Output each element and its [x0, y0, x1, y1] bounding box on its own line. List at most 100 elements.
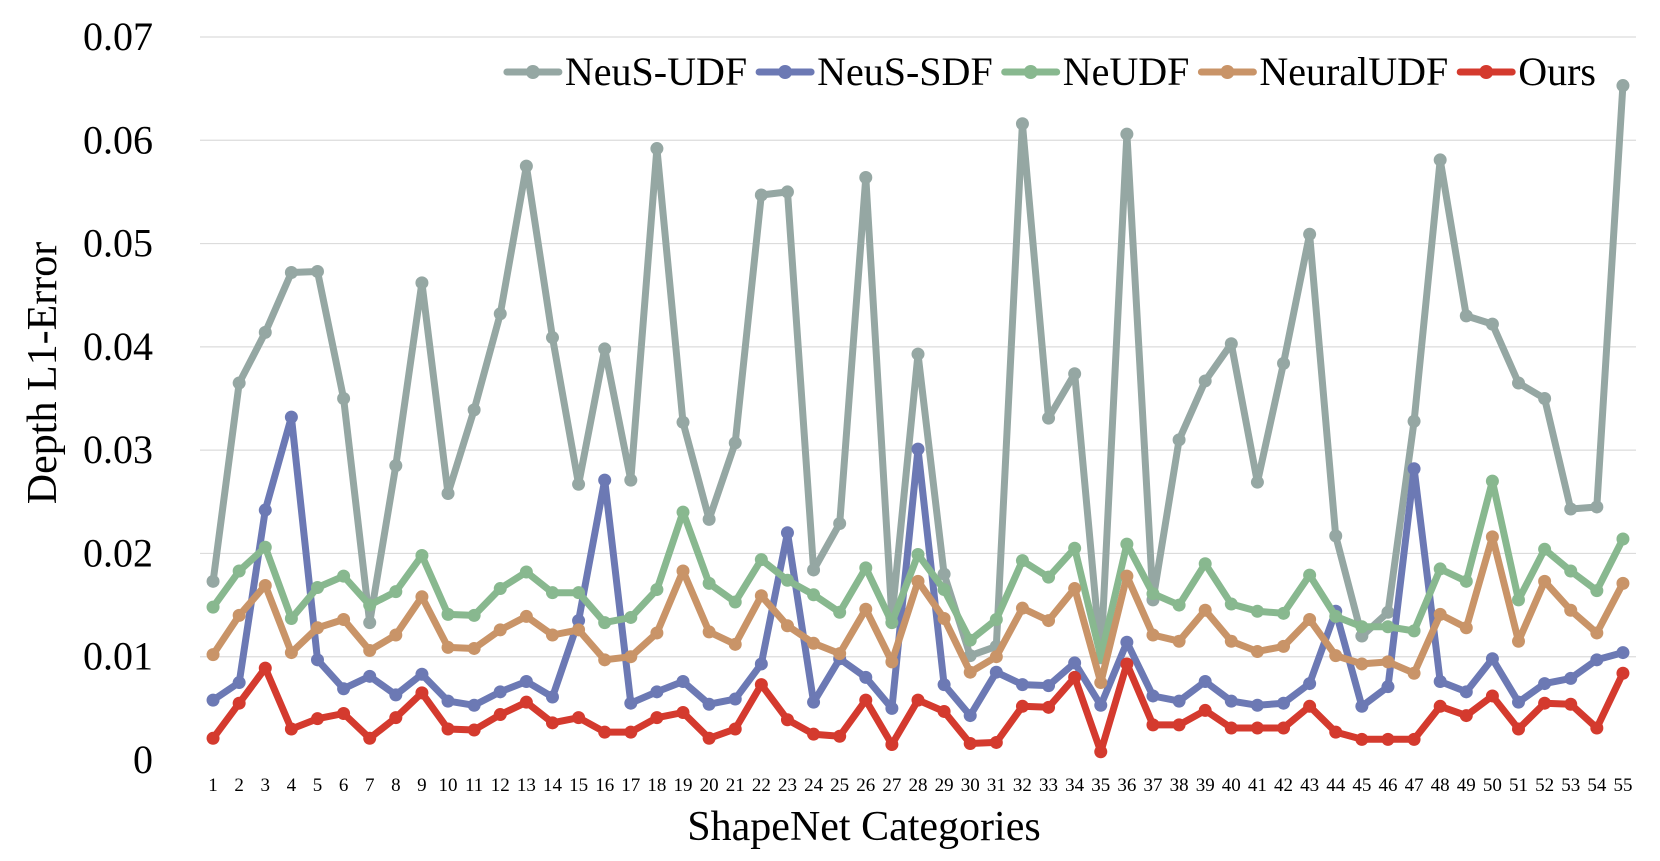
- data-point-neudf: [676, 505, 690, 519]
- data-point-neudf: [232, 564, 246, 578]
- data-point-ours: [441, 722, 455, 736]
- data-point-ours: [859, 693, 873, 707]
- data-point-neudf: [937, 583, 951, 597]
- data-point-neuraludf: [1485, 530, 1499, 544]
- x-tick-label: 42: [1274, 775, 1293, 796]
- data-point-neus-udf: [572, 477, 586, 491]
- series-ours: [206, 657, 1630, 759]
- data-point-neus-udf: [310, 264, 324, 278]
- y-axis-ticks: 0 0.01 0.02 0.03 0.04 0.05 0.06 0.07: [83, 14, 153, 782]
- x-tick-label: 51: [1509, 775, 1528, 796]
- data-point-ours: [1355, 732, 1369, 746]
- x-tick-label: 15: [569, 775, 588, 796]
- data-point-neus-udf: [1433, 153, 1447, 167]
- data-point-neuraludf: [519, 609, 533, 623]
- data-point-neudf: [989, 613, 1003, 627]
- data-point-neudf: [1146, 587, 1160, 601]
- data-point-neus-udf: [1172, 433, 1186, 447]
- data-point-ours: [1094, 745, 1108, 759]
- data-point-neuraludf: [1068, 582, 1082, 596]
- series-lines: [206, 79, 1630, 759]
- data-point-neus-udf: [441, 487, 455, 501]
- data-point-neuraludf: [754, 589, 768, 603]
- data-point-neuraludf: [937, 611, 951, 625]
- legend-swatch-marker: [1479, 65, 1494, 79]
- data-point-ours: [1459, 709, 1473, 723]
- data-point-neus-udf: [258, 325, 272, 339]
- data-point-ours: [1590, 721, 1604, 735]
- data-point-neus-udf: [728, 436, 742, 450]
- data-point-neuraludf: [1590, 626, 1604, 640]
- data-point-neus-sdf: [389, 688, 403, 702]
- data-point-ours: [676, 705, 690, 719]
- x-tick-label: 4: [287, 775, 297, 796]
- data-point-neudf: [1224, 597, 1238, 611]
- data-point-neuraludf: [1094, 676, 1108, 690]
- data-point-ours: [467, 723, 481, 737]
- data-point-neus-sdf: [963, 709, 977, 723]
- data-point-neuraludf: [1381, 655, 1395, 669]
- data-point-neudf: [441, 607, 455, 621]
- data-point-neudf: [258, 540, 272, 554]
- data-point-neuraludf: [1616, 576, 1630, 590]
- x-tick-label: 26: [856, 775, 875, 796]
- legend-swatch-marker: [1023, 65, 1038, 79]
- y-tick-label: 0.03: [83, 427, 153, 472]
- legend-item-neus-sdf: NeuS-SDF: [755, 49, 993, 94]
- data-point-neuraludf: [1355, 657, 1369, 671]
- x-tick-label: 46: [1378, 775, 1397, 796]
- data-point-neudf: [1459, 574, 1473, 588]
- data-point-neudf: [650, 583, 664, 597]
- data-point-neudf: [545, 586, 559, 600]
- data-point-neus-sdf: [728, 692, 742, 706]
- data-point-neus-udf: [1250, 475, 1264, 489]
- data-point-neus-sdf: [1172, 694, 1186, 708]
- data-point-ours: [493, 708, 507, 722]
- x-tick-label: 55: [1613, 775, 1632, 796]
- data-point-neus-udf: [1277, 356, 1291, 370]
- data-point-neudf: [1015, 554, 1029, 568]
- y-axis-title: Depth L1-Error: [20, 242, 66, 504]
- data-point-neus-sdf: [1355, 699, 1369, 713]
- data-point-neus-sdf: [702, 697, 716, 711]
- data-point-neus-udf: [519, 159, 533, 173]
- data-point-neus-udf: [1329, 529, 1343, 543]
- series-neus-udf: [206, 79, 1630, 665]
- x-tick-label: 43: [1300, 775, 1319, 796]
- data-point-neuraludf: [493, 623, 507, 637]
- legend-swatch-marker: [1220, 65, 1235, 79]
- x-tick-label: 48: [1431, 775, 1450, 796]
- data-point-neus-udf: [859, 170, 873, 184]
- data-point-ours: [885, 738, 899, 752]
- x-tick-label: 12: [491, 775, 510, 796]
- data-point-neus-sdf: [1015, 678, 1029, 692]
- data-point-neudf: [1120, 537, 1134, 551]
- data-point-neuraludf: [1433, 607, 1447, 621]
- data-point-neuraludf: [624, 650, 638, 664]
- x-tick-label: 6: [339, 775, 349, 796]
- x-tick-label: 20: [700, 775, 719, 796]
- data-point-neus-sdf: [1538, 677, 1552, 691]
- data-point-ours: [1512, 722, 1526, 736]
- series-line-neus-udf: [209, 82, 1627, 662]
- data-point-neuraludf: [833, 647, 847, 661]
- y-tick-label: 0.01: [83, 634, 153, 679]
- data-point-neuraludf: [1042, 614, 1056, 628]
- data-point-neus-udf: [937, 567, 951, 581]
- data-point-neuraludf: [232, 608, 246, 622]
- data-point-ours: [337, 707, 351, 721]
- x-tick-label: 24: [804, 775, 824, 796]
- data-point-neus-sdf: [754, 657, 768, 671]
- data-point-ours: [780, 713, 794, 727]
- data-point-neuraludf: [258, 578, 272, 592]
- data-point-neudf: [1355, 620, 1369, 634]
- legend-label: Ours: [1518, 49, 1596, 94]
- x-tick-label: 45: [1352, 775, 1371, 796]
- data-point-ours: [519, 695, 533, 709]
- data-point-neuraludf: [363, 644, 377, 658]
- x-tick-label: 36: [1117, 775, 1136, 796]
- data-point-neus-sdf: [545, 690, 559, 704]
- data-point-neudf: [1512, 593, 1526, 607]
- data-point-neus-sdf: [1485, 652, 1499, 666]
- data-point-neus-udf: [1407, 414, 1421, 428]
